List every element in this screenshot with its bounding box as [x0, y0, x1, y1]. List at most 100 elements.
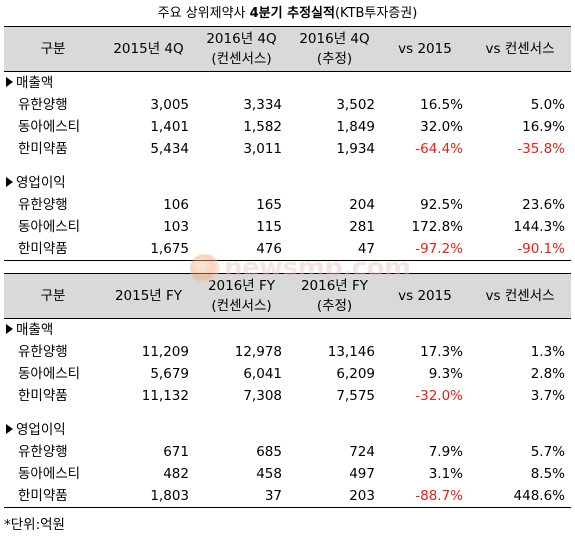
- column-header: 2015년 FY: [102, 273, 195, 319]
- column-header-line: vs 컨센서스: [485, 41, 555, 57]
- value-cell: 6,209: [336, 366, 375, 382]
- section-label: 매출액: [4, 319, 571, 342]
- column-header: vs 2015: [381, 273, 469, 319]
- value-cell: 3,005: [150, 97, 189, 113]
- section-label: 영업이익: [4, 419, 571, 441]
- value-cell: 17.3%: [420, 344, 463, 360]
- value-cell: 685: [256, 444, 282, 460]
- value-cell: 115: [256, 219, 282, 235]
- value-cell: 11,209: [141, 344, 189, 360]
- value-cell: 16.5%: [420, 97, 463, 113]
- value-cell: 9.3%: [428, 366, 463, 382]
- value-cell: 5.7%: [530, 444, 565, 460]
- value-cell: 1,849: [336, 119, 375, 135]
- value-cell: 3,334: [243, 97, 282, 113]
- table-row: 유한양행 106 165 204 92.5% 23.6%: [4, 194, 571, 216]
- column-header: vs 컨센서스: [469, 26, 571, 72]
- company-name: 유한양행: [18, 344, 68, 360]
- value-cell: -32.0%: [415, 388, 463, 404]
- value-cell: 7,575: [336, 388, 375, 404]
- value-cell: 1,582: [243, 119, 282, 135]
- value-cell: 6,041: [243, 366, 282, 382]
- triangle-bullet-icon: [6, 77, 13, 87]
- triangle-bullet-icon: [6, 324, 13, 334]
- section-label-text: 영업이익: [16, 175, 66, 191]
- header-row: 구분 2015년 FY 2016년 FY (컨센서스) 2016년 FY (추정) vs 2…: [4, 273, 571, 319]
- triangle-bullet-icon: [6, 424, 13, 434]
- table-row: 동아에스티 1,401 1,582 1,849 32.0% 16.9%: [4, 116, 571, 138]
- value-cell: 106: [163, 197, 189, 213]
- section-row: 영업이익: [4, 419, 571, 441]
- value-cell: 8.5%: [530, 466, 565, 482]
- value-cell: -90.1%: [469, 238, 571, 261]
- column-header: 2015년 4Q: [102, 26, 195, 72]
- value-cell: 172.8%: [411, 219, 463, 235]
- value-cell: -97.2%: [381, 238, 469, 261]
- value-cell: 5,434: [150, 141, 189, 157]
- table-row: 한미약품 11,132 7,308 7,575 -32.0% 3.7%: [4, 385, 571, 407]
- annual-table: 구분 2015년 FY 2016년 FY (컨센서스) 2016년 FY (추정) vs 2…: [4, 273, 571, 508]
- value-cell: 1,401: [150, 119, 189, 135]
- value-cell: 144.3%: [513, 219, 565, 235]
- column-header-line: (추정): [316, 298, 353, 314]
- value-cell: 482: [163, 466, 189, 482]
- value-cell: 165: [256, 197, 282, 213]
- column-header-line: (컨센서스): [211, 51, 272, 67]
- section-label: 매출액: [4, 72, 571, 95]
- column-header-line: vs 컨센서스: [485, 288, 555, 304]
- column-header-line: (컨센서스): [211, 298, 272, 314]
- table-row: 유한양행 671 685 724 7.9% 5.7%: [4, 441, 571, 463]
- value-cell: 11,132: [141, 388, 189, 404]
- value-cell: 281: [349, 219, 375, 235]
- table-row: 한미약품 5,434 3,011 1,934 -64.4% -35.8%: [4, 138, 571, 160]
- value-cell: 203: [288, 485, 381, 508]
- value-cell: -35.8%: [517, 141, 565, 157]
- company-name: 유한양행: [18, 97, 68, 113]
- title-part-3: 추정실적: [282, 6, 335, 21]
- title-part-4: (KTB투자증권): [334, 6, 418, 21]
- section-label: 영업이익: [4, 172, 571, 194]
- section-gap: [4, 160, 571, 172]
- company-name: 동아에스티: [18, 219, 81, 235]
- value-cell: 3,011: [243, 141, 282, 157]
- value-cell: 16.9%: [522, 119, 565, 135]
- section-label-text: 매출액: [16, 322, 54, 338]
- value-cell: 724: [349, 444, 375, 460]
- value-cell: 3,502: [336, 97, 375, 113]
- company-name: 한미약품: [4, 238, 102, 261]
- value-cell: -64.4%: [415, 141, 463, 157]
- title-part-2: 4분기: [249, 6, 283, 21]
- company-name: 한미약품: [4, 485, 102, 508]
- section-row: 매출액: [4, 319, 571, 342]
- value-cell: 1,675: [102, 238, 195, 261]
- value-cell: 1.3%: [530, 344, 565, 360]
- column-header-line: 2016년 4Q: [299, 31, 370, 47]
- column-header: 구분: [4, 273, 102, 319]
- value-cell: 47: [288, 238, 381, 261]
- company-name: 한미약품: [18, 388, 68, 404]
- value-cell: 458: [256, 466, 282, 482]
- column-header-line: 구분: [40, 41, 66, 57]
- column-header-line: 2016년 FY: [207, 278, 276, 294]
- column-header-line: 구분: [40, 288, 66, 304]
- value-cell: -88.7%: [381, 485, 469, 508]
- title-part-1: 주요 상위제약사: [157, 6, 250, 21]
- column-header-line: vs 2015: [398, 41, 452, 57]
- value-cell: 204: [349, 197, 375, 213]
- value-cell: 671: [163, 444, 189, 460]
- column-header: 2016년 4Q (컨센서스): [195, 26, 288, 72]
- company-name: 한미약품: [18, 141, 68, 157]
- company-name: 동아에스티: [18, 119, 81, 135]
- value-cell: 497: [349, 466, 375, 482]
- table-row: 유한양행 3,005 3,334 3,502 16.5% 5.0%: [4, 94, 571, 116]
- value-cell: 12,978: [234, 344, 282, 360]
- value-cell: 448.6%: [469, 485, 571, 508]
- page-title: 주요 상위제약사 4분기 추정실적(KTB투자증권): [0, 3, 575, 25]
- table-row: 동아에스티 482 458 497 3.1% 8.5%: [4, 463, 571, 485]
- value-cell: 3.1%: [428, 466, 463, 482]
- value-cell: 13,146: [327, 344, 375, 360]
- triangle-bullet-icon: [6, 177, 13, 187]
- value-cell: 2.8%: [530, 366, 565, 382]
- column-header-line: (추정): [316, 51, 353, 67]
- column-header: 2016년 4Q (추정): [288, 26, 381, 72]
